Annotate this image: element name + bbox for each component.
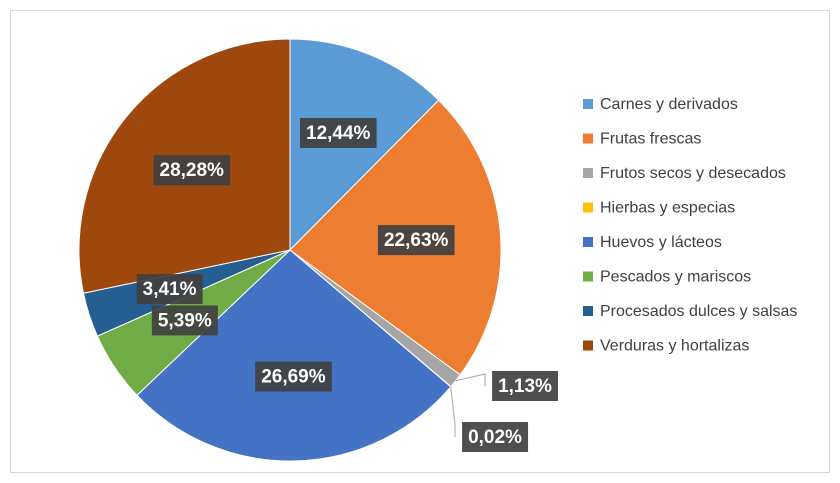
data-label: 28,28% [160,160,225,181]
legend-swatch [583,340,593,351]
legend-label: Huevos y lácteos [600,234,722,251]
data-label: 26,69% [261,367,326,388]
data-label: 3,41% [143,279,197,300]
legend-swatch [583,271,593,282]
data-label-box [300,117,377,148]
legend-swatch [583,237,593,247]
legend-label: Frutos secos y desecados [600,165,786,182]
leader-line [450,386,456,437]
data-label-box [255,361,332,392]
data-label-group: 28,28% [153,155,231,186]
data-label: 12,44% [306,123,371,144]
data-label-box [151,305,218,336]
legend-label: Pescados y mariscos [600,269,751,286]
data-label-box [153,155,231,186]
data-label-group: 5,39% [151,305,218,336]
legend-label: Procesados dulces y salsas [600,303,797,320]
data-label: 22,63% [384,230,449,251]
data-label-group: 22,63% [377,225,455,256]
data-label-box [377,225,455,256]
legend-swatch [583,133,593,144]
data-label-group: 1,13% [492,371,559,401]
data-label: 0,02% [468,427,522,448]
legend-label: Verduras y hortalizas [600,338,749,355]
legend-swatch [583,168,593,178]
legend-label: Carnes y derivados [600,96,738,113]
legend-label: Hierbas y especias [600,200,735,217]
data-label: 1,13% [498,376,552,397]
data-label-group: 12,44% [300,117,377,148]
data-label-group: 26,69% [255,361,332,392]
data-label-group: 0,02% [462,422,529,452]
legend-label: Frutas frescas [600,131,701,148]
legend-swatch [583,202,593,213]
data-label-group: 3,41% [136,274,203,305]
data-label: 5,39% [158,310,212,331]
data-label-box [136,274,203,305]
data-label-box [492,371,559,401]
pie-slice [136,249,452,462]
legend-swatch [583,306,593,316]
legend-swatch [583,99,593,109]
data-label-box [462,422,529,452]
leader-line [455,373,486,386]
